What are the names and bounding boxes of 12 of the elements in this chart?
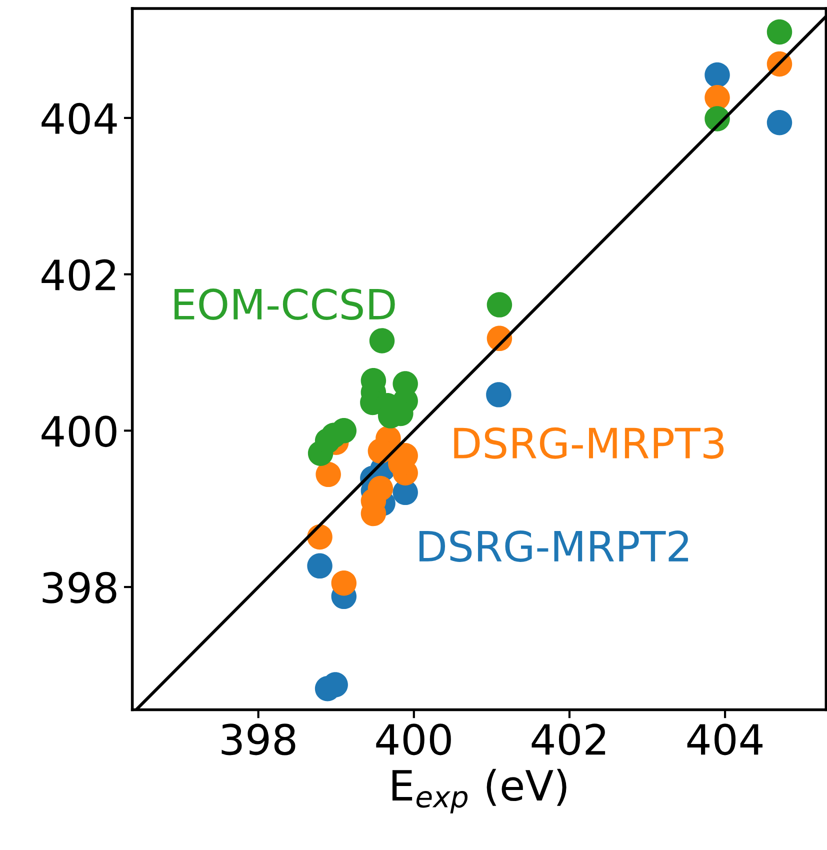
- y-tick-label: 398: [42, 572, 116, 604]
- x-axis-title: E$_{exp}$ (eV): [392, 768, 566, 814]
- x-tick-label: 400: [376, 724, 451, 756]
- y-tick-label: 400: [42, 416, 116, 448]
- series-label: DSRG-MRPT3: [454, 427, 724, 459]
- y-tick-label: 404: [42, 102, 117, 134]
- x-tick-label: 404: [687, 724, 762, 756]
- x-tick-label: 402: [532, 724, 606, 756]
- y-tick-label: 402: [42, 259, 115, 291]
- x-tick-label: 398: [222, 724, 296, 756]
- series-label: EOM-CCSD: [174, 288, 395, 320]
- series-label: DSRG-MRPT2: [420, 530, 688, 562]
